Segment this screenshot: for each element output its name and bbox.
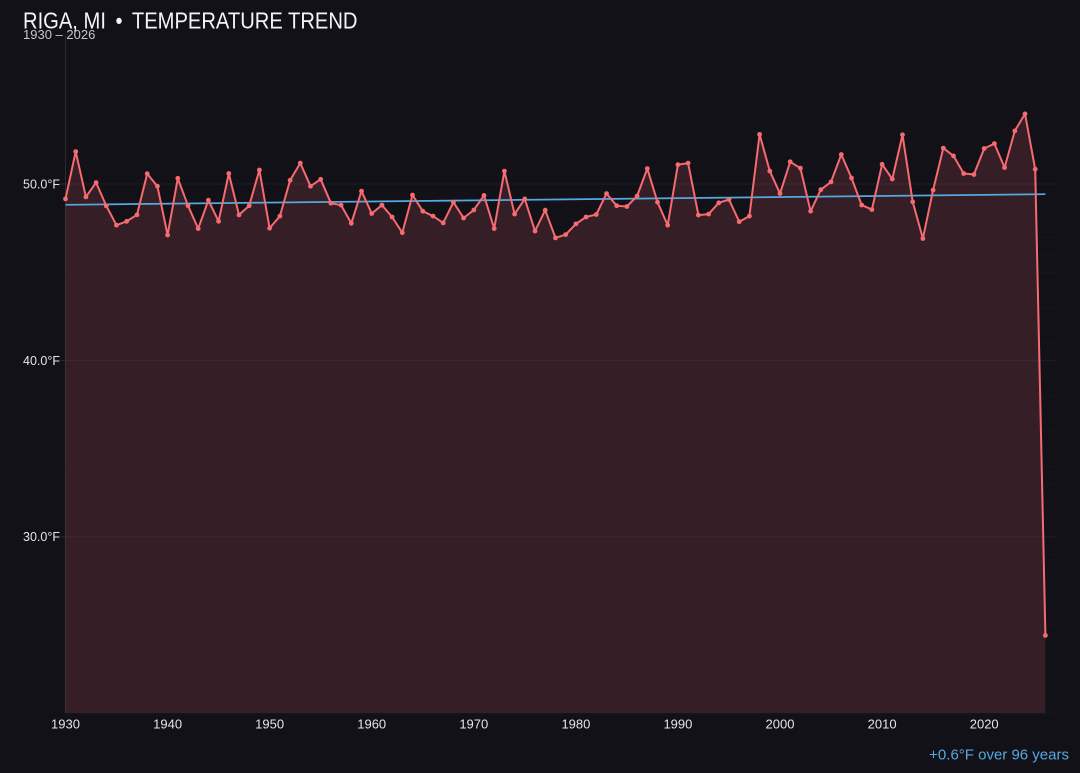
svg-text:1930: 1930 [51,716,80,731]
svg-text:2000: 2000 [766,716,795,731]
svg-text:1960: 1960 [357,716,386,731]
svg-text:1950: 1950 [255,716,284,731]
svg-text:1990: 1990 [663,716,692,731]
svg-text:1940: 1940 [153,716,182,731]
svg-text:+0.6°F over 96 years: +0.6°F over 96 years [929,746,1069,763]
svg-text:50.0°F: 50.0°F [23,177,60,191]
svg-text:1980: 1980 [561,716,590,731]
svg-text:30.0°F: 30.0°F [23,530,60,544]
svg-text:RIGA, MI • TEMPERATURE TREND: RIGA, MI • TEMPERATURE TREND [23,8,358,34]
svg-text:2010: 2010 [868,716,897,731]
svg-text:1970: 1970 [459,716,488,731]
svg-text:40.0°F: 40.0°F [23,354,60,368]
svg-text:1930 – 2026: 1930 – 2026 [23,27,95,42]
svg-text:2020: 2020 [970,716,999,731]
